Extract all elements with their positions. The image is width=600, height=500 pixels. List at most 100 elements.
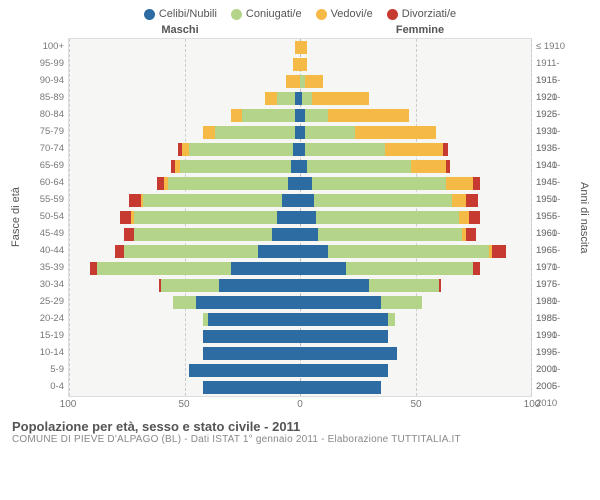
bar-segment <box>300 41 307 54</box>
legend-label: Celibi/Nubili <box>159 8 217 20</box>
bar-segment <box>180 160 291 173</box>
birth-tick: 2001-2005 <box>532 361 576 378</box>
header-female: Femmine <box>300 24 540 36</box>
bar-segment <box>312 92 370 105</box>
bar-segment <box>286 75 300 88</box>
female-bar <box>300 177 531 190</box>
pyramid-plot <box>68 38 532 397</box>
bar-segment <box>265 92 277 105</box>
legend-swatch <box>144 9 155 20</box>
legend-item: Divorziati/e <box>387 8 456 20</box>
bar-segment <box>161 279 219 292</box>
bar-segment <box>300 296 381 309</box>
male-bar <box>69 109 300 122</box>
y-axis-right-label: Anni di nascita <box>576 38 592 397</box>
female-bar <box>300 143 531 156</box>
bar-segment <box>452 194 466 207</box>
x-tick: 0 <box>297 399 303 410</box>
pyramid-row <box>69 73 531 90</box>
pyramid-row <box>69 175 531 192</box>
birth-tick: 1976-1980 <box>532 276 576 293</box>
bar-segment <box>208 313 300 326</box>
legend-swatch <box>387 9 398 20</box>
birth-tick: 1916-1920 <box>532 72 576 89</box>
legend-label: Vedovi/e <box>331 8 373 20</box>
y-axis-left-label: Fasce di età <box>8 38 24 397</box>
female-bar <box>300 92 531 105</box>
bar-segment <box>134 228 273 241</box>
x-axis: 10050050100 <box>0 397 600 411</box>
bar-segment <box>300 177 312 190</box>
age-tick: 100+ <box>24 38 68 55</box>
bar-segment <box>231 262 300 275</box>
birth-tick: 1911-1915 <box>532 55 576 72</box>
age-tick: 5-9 <box>24 361 68 378</box>
gridline <box>531 39 532 396</box>
bar-segment <box>314 194 453 207</box>
male-bar <box>69 381 300 394</box>
bar-segment <box>459 211 468 224</box>
female-bar <box>300 330 531 343</box>
bar-segment <box>288 177 300 190</box>
bar-segment <box>282 194 300 207</box>
age-scale: 100+95-9990-9485-8980-8475-7970-7465-696… <box>24 38 68 397</box>
birth-tick: 1996-2000 <box>532 344 576 361</box>
bar-segment <box>189 364 300 377</box>
pyramid-row <box>69 124 531 141</box>
x-tick: 100 <box>524 399 541 410</box>
bar-segment <box>203 381 300 394</box>
female-bar <box>300 109 531 122</box>
bar-segment <box>97 262 231 275</box>
bar-segment <box>446 160 451 173</box>
bar-segment <box>300 347 397 360</box>
female-bar <box>300 279 531 292</box>
birth-tick: 1956-1960 <box>532 208 576 225</box>
birth-scale: ≤ 19101911-19151916-19201921-19251926-19… <box>532 38 576 397</box>
bar-segment <box>129 194 141 207</box>
male-bar <box>69 126 300 139</box>
bar-segment <box>258 245 300 258</box>
pyramid-row <box>69 209 531 226</box>
bar-segment <box>134 211 277 224</box>
bar-segment <box>305 126 356 139</box>
pyramid-row <box>69 56 531 73</box>
male-bar <box>69 296 300 309</box>
bar-segment <box>312 177 446 190</box>
bar-segment <box>473 262 480 275</box>
pyramid-row <box>69 107 531 124</box>
age-tick: 70-74 <box>24 140 68 157</box>
pyramid-row <box>69 379 531 396</box>
pyramid-row <box>69 158 531 175</box>
female-bar <box>300 228 531 241</box>
age-tick: 60-64 <box>24 174 68 191</box>
bar-segment <box>115 245 124 258</box>
bar-segment <box>492 245 506 258</box>
pyramid-row <box>69 277 531 294</box>
bar-segment <box>381 296 423 309</box>
male-bar <box>69 160 300 173</box>
legend-label: Divorziati/e <box>402 8 456 20</box>
bar-segment <box>439 279 441 292</box>
bar-segment <box>277 92 295 105</box>
bar-segment <box>231 109 243 122</box>
bar-segment <box>272 228 300 241</box>
bar-segment <box>443 143 448 156</box>
bar-segment <box>318 228 461 241</box>
bar-segment <box>469 211 481 224</box>
female-bar <box>300 262 531 275</box>
chart-title: Popolazione per età, sesso e stato civil… <box>12 419 588 434</box>
male-bar <box>69 245 300 258</box>
female-bar <box>300 364 531 377</box>
pyramid-row <box>69 328 531 345</box>
female-bar <box>300 194 531 207</box>
bar-segment <box>293 58 300 71</box>
male-bar <box>69 211 300 224</box>
bar-segment <box>203 126 215 139</box>
bar-segment <box>196 296 300 309</box>
bar-segment <box>203 330 300 343</box>
legend-swatch <box>231 9 242 20</box>
bar-segment <box>300 330 388 343</box>
bar-segment <box>328 109 409 122</box>
pyramid-row <box>69 362 531 379</box>
bar-segment <box>307 160 411 173</box>
